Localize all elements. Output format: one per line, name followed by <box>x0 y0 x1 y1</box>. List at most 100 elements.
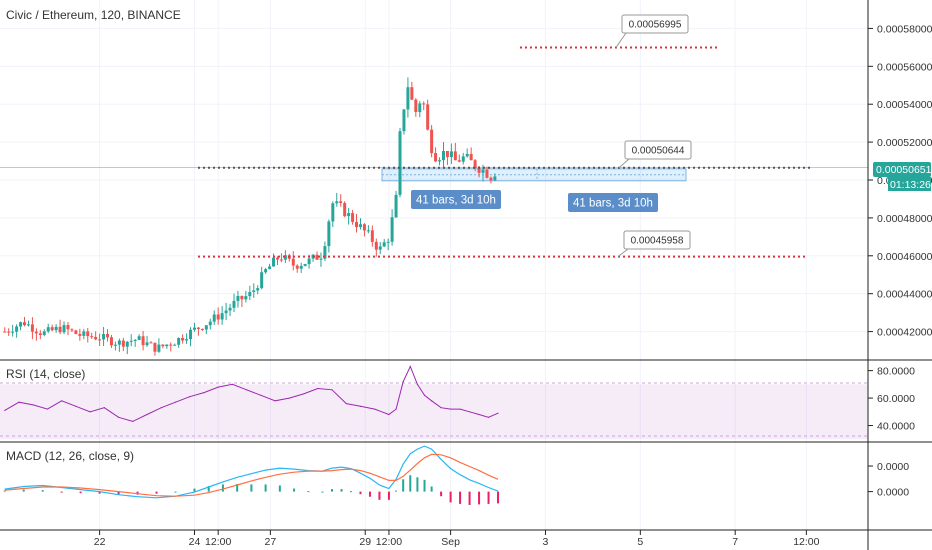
price-tick-label: 0.00044000 <box>877 289 932 301</box>
candle-body <box>200 328 204 330</box>
macd-hist-bar <box>264 484 267 492</box>
candle-body <box>489 177 493 181</box>
candle-body <box>133 339 137 341</box>
rsi-point <box>423 394 426 396</box>
rsi-point <box>189 396 191 398</box>
candle-body <box>153 342 157 352</box>
macd-hist-bar <box>402 479 405 492</box>
callout-box[interactable] <box>623 230 691 250</box>
macd-hist-bar <box>221 484 224 492</box>
candle-body <box>252 290 256 293</box>
candle-body <box>82 331 86 336</box>
last-price-bg <box>873 162 931 177</box>
candle-body <box>272 257 276 267</box>
rsi-point <box>4 409 6 412</box>
rsi-point <box>459 408 461 410</box>
candle-body <box>366 230 370 232</box>
time-tick-label: 27 <box>265 536 277 548</box>
measure-label-text: 41 bars, 3d 10h <box>573 198 653 210</box>
rsi-point <box>440 407 442 409</box>
candle-body <box>106 334 110 338</box>
callout-box[interactable] <box>621 14 689 34</box>
price-tick-label: 0.00042000 <box>877 327 932 339</box>
macd-hist-bar <box>98 491 101 494</box>
candle-body <box>149 342 153 344</box>
macd-hist-bar <box>440 491 443 497</box>
rsi-point <box>103 407 105 409</box>
rsi-point <box>231 383 234 385</box>
time-tick-label: 29 <box>359 536 371 548</box>
signal-line <box>4 453 499 497</box>
candle-body <box>117 340 121 345</box>
candle-body <box>406 87 410 110</box>
macd-hist-bar <box>340 489 343 492</box>
macd-axis[interactable]: 0.0000 0.0000 <box>868 461 909 499</box>
candle-body <box>418 103 422 113</box>
time-tick-label: 12:00 <box>793 536 819 548</box>
candle-body <box>307 258 311 265</box>
rsi-point <box>409 365 411 368</box>
candle-body <box>449 151 453 158</box>
callout-pointer <box>617 248 629 257</box>
time-tick-label: 7 <box>732 536 738 548</box>
macd-hist-bar <box>278 485 281 492</box>
measure-labels: 41 bars, 3d 10h 41 bars, 3d 10h <box>411 190 658 212</box>
price-axis[interactable]: 0.00042000 0.00044000 0.00046000 0.00048000… <box>868 23 932 339</box>
macd-hist-bar <box>478 491 481 505</box>
horizontal-levels[interactable] <box>0 46 868 258</box>
macd-hist-bar <box>250 484 253 492</box>
callout-text: 0.00045958 <box>631 236 684 247</box>
time-tick-label: 12:00 <box>376 536 402 548</box>
macd-hist-bar <box>468 491 471 505</box>
macd-hist-bar <box>41 490 44 492</box>
candle-body <box>461 156 465 162</box>
rsi-point <box>302 393 305 395</box>
callout-box[interactable] <box>624 140 692 160</box>
callout-text: 0.00050644 <box>632 146 685 157</box>
macd-hist-bar <box>207 485 210 492</box>
last-price-badge: 0.00050651 01:13:26 <box>873 162 932 191</box>
rsi-axis[interactable]: 40.0000 60.0000 80.0000 <box>868 366 915 433</box>
candle-body <box>299 265 303 269</box>
macd-hist-bar <box>155 491 158 494</box>
macd-pane[interactable] <box>3 445 500 505</box>
candle-body <box>70 329 74 331</box>
macd-hist-bar <box>387 491 390 500</box>
candle-body <box>161 344 165 347</box>
candle-body <box>319 258 323 260</box>
rsi-point <box>317 387 319 390</box>
macd-hist-bar <box>3 490 6 492</box>
candle-body <box>129 340 133 342</box>
candle-body <box>382 242 386 247</box>
candle-body <box>473 160 477 169</box>
candle-body <box>453 151 457 161</box>
candle-body <box>398 131 402 195</box>
measure-label-text: 41 bars, 3d 10h <box>416 195 496 207</box>
last-price-value: 0.00050651 <box>876 164 932 176</box>
candle-body <box>469 153 473 161</box>
time-axis[interactable]: 22 24 12:00 27 29 12:00 Sep 3 5 7 12:00 <box>94 530 820 548</box>
callout-text: 0.00056995 <box>629 20 682 31</box>
candle-body <box>343 203 347 217</box>
rsi-pane[interactable] <box>0 365 868 440</box>
macd-hist-bar <box>22 489 25 492</box>
price-pane[interactable]: 0.00056995 0.00050644 0.00045958 41 bars, … <box>0 14 868 356</box>
candle-body <box>113 344 117 346</box>
macd-hist-bar <box>174 491 177 493</box>
macd-hist-bar <box>79 491 82 494</box>
candle-body <box>426 104 430 130</box>
candle-body <box>204 325 208 330</box>
candle-body <box>291 258 295 266</box>
candle-body <box>315 254 319 260</box>
rsi-point <box>203 391 205 394</box>
price-tick-label: 0.00052000 <box>877 137 932 149</box>
macd-hist-bar <box>395 490 398 492</box>
candle-body <box>78 333 82 336</box>
macd-lines <box>4 445 499 499</box>
macd-hist-bar <box>430 486 433 492</box>
price-callouts[interactable]: 0.00056995 0.00050644 0.00045958 <box>615 14 692 257</box>
rsi-point <box>468 411 471 413</box>
macd-hist-bar <box>60 491 63 493</box>
measure-box[interactable] <box>381 168 687 182</box>
